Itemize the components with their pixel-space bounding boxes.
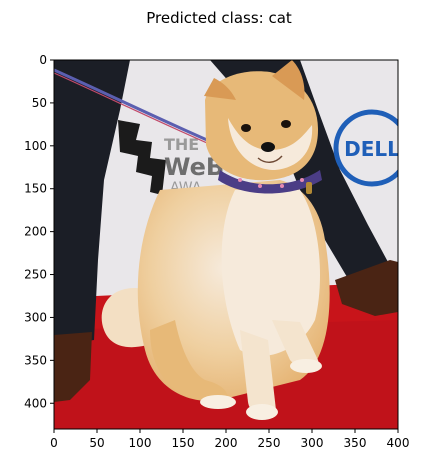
left-shoe — [54, 332, 92, 402]
right-trouser-leg — [210, 60, 388, 282]
y-tick-label: 100 — [24, 139, 47, 153]
left-trouser-leg — [54, 60, 130, 345]
y-tick-label: 300 — [24, 310, 47, 324]
dog-eye-right — [281, 120, 291, 128]
dog-ear-right — [272, 60, 305, 100]
x-tick-label: 300 — [301, 436, 324, 450]
right-shoe — [335, 260, 398, 316]
y-tick-label: 0 — [39, 53, 47, 67]
x-tick-label: 0 — [50, 436, 58, 450]
y-tick-label: 150 — [24, 182, 47, 196]
svg-text:DELL: DELL — [344, 137, 400, 161]
x-tick-label: 50 — [89, 436, 104, 450]
dog-collar — [218, 170, 322, 194]
x-tick-label: 350 — [344, 436, 367, 450]
dog — [101, 60, 330, 420]
x-tick-label: 250 — [258, 436, 281, 450]
photo: THE WeB AWA DELL — [54, 60, 400, 429]
y-tick-label: 50 — [32, 96, 47, 110]
dog-nose — [261, 142, 275, 152]
x-axis-ticks: 0 50 100 150 200 250 300 350 400 — [50, 429, 409, 450]
dog-ear-left — [204, 78, 236, 100]
y-axis-ticks: 0 50 100 150 200 250 300 350 400 — [24, 53, 54, 410]
x-tick-label: 100 — [129, 436, 152, 450]
dell-logo: DELL — [333, 109, 400, 187]
dog-eye-left — [241, 124, 251, 132]
x-tick-label: 200 — [215, 436, 238, 450]
x-tick-label: 400 — [387, 436, 410, 450]
y-tick-label: 200 — [24, 225, 47, 239]
x-tick-label: 150 — [172, 436, 195, 450]
svg-text:THE: THE — [164, 135, 199, 154]
figure-title: Predicted class: cat — [146, 9, 292, 27]
leash — [54, 68, 231, 152]
y-tick-label: 250 — [24, 268, 47, 282]
y-tick-label: 350 — [24, 353, 47, 367]
y-tick-label: 400 — [24, 396, 47, 410]
